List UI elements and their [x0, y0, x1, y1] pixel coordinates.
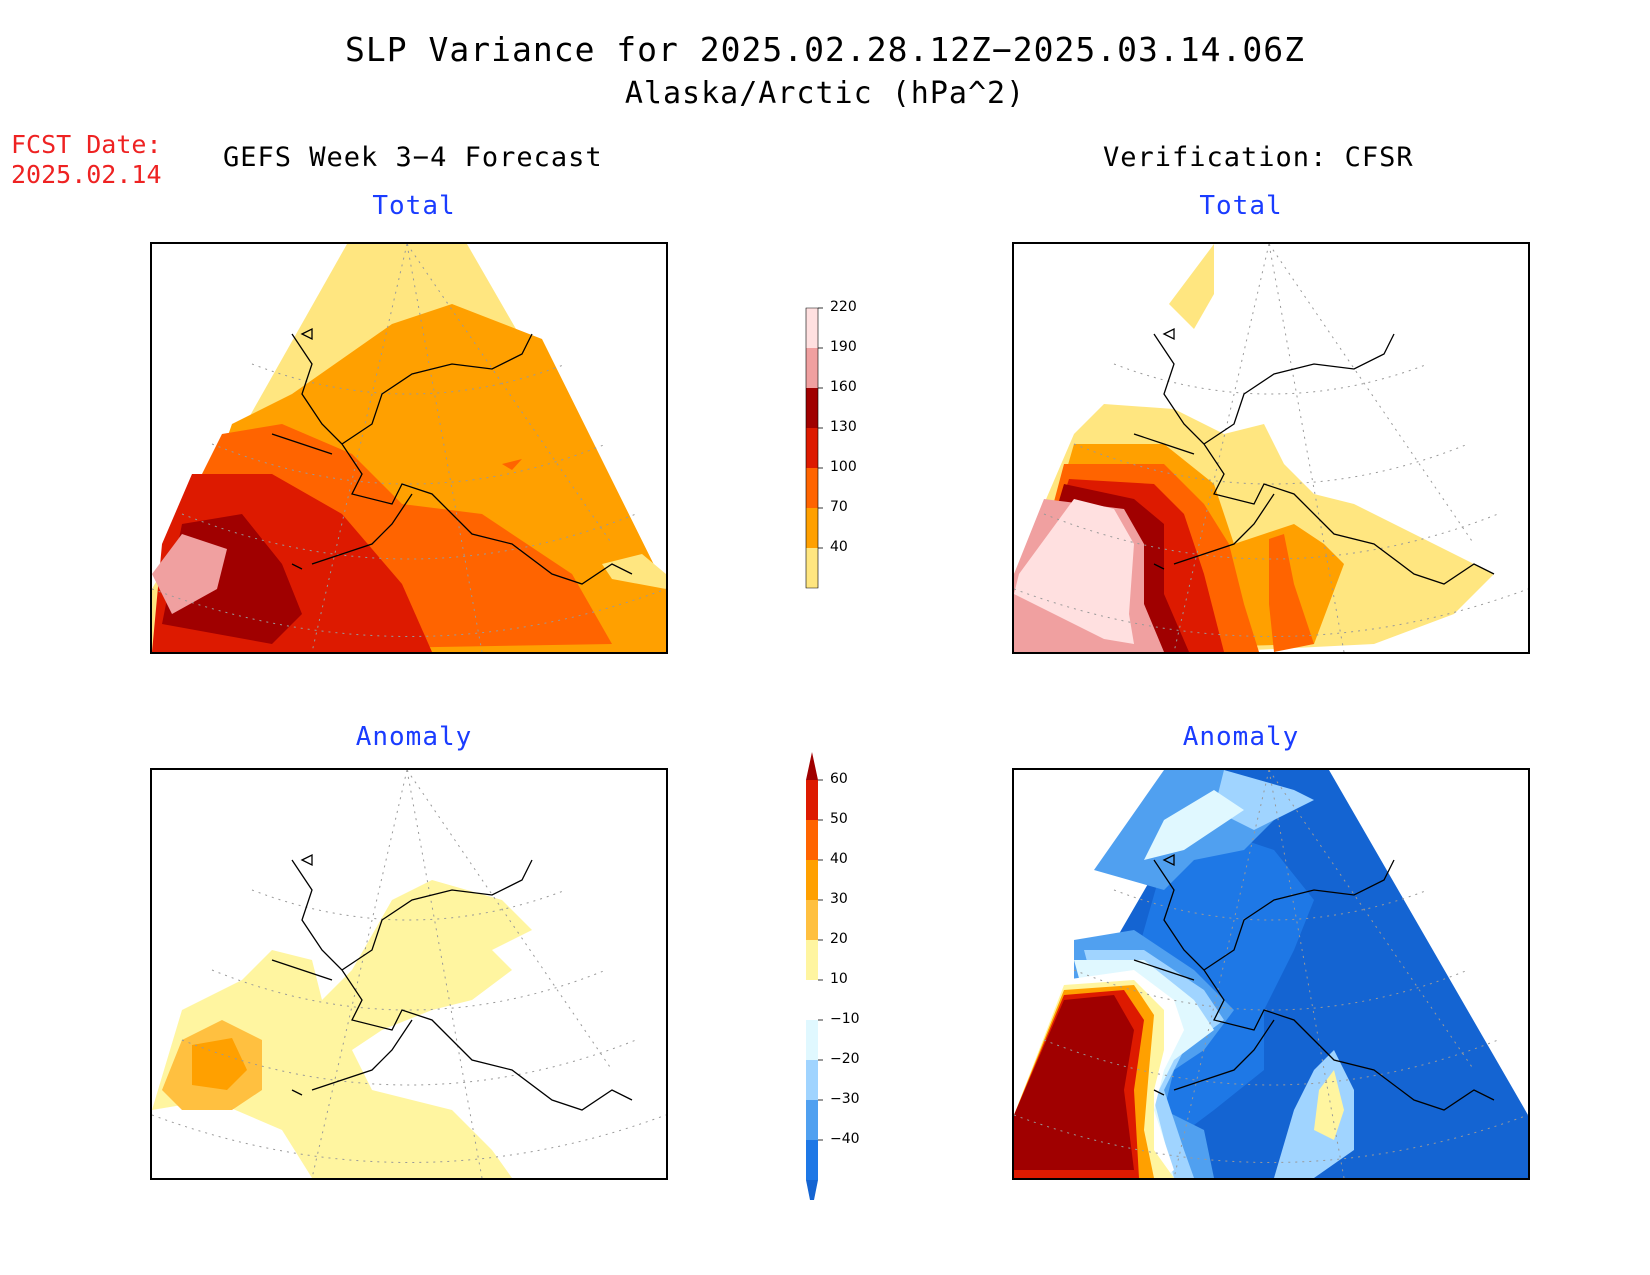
contour-fill-total-verification	[1014, 244, 1494, 652]
colorbar-anomaly-swatch	[806, 752, 818, 780]
colorbar-total: 40 70 100 130 160 190 220	[800, 280, 870, 610]
contour-fill-anomaly-verification	[1014, 770, 1528, 1178]
graticule	[1014, 244, 1528, 652]
coastline	[1133, 853, 1495, 1111]
colorbar-anomaly-tick-label: 30	[830, 891, 848, 907]
fcst-date-label: FCST Date:	[11, 130, 162, 159]
coastline	[271, 327, 633, 585]
colorbar-total-swatch	[806, 468, 818, 508]
colorbar-total-tick-label: 160	[830, 379, 857, 395]
verification-column-title: Verification: CFSR	[1103, 142, 1414, 173]
panel-label-total-verification: Total	[1199, 191, 1283, 221]
colorbar-total-outline	[805, 307, 819, 589]
map-verification-anomaly	[1012, 768, 1530, 1180]
map-forecast-total	[150, 242, 668, 654]
colorbar-anomaly: 60 50 40 30 20 10 −10 −20 −30 −40	[800, 750, 870, 1200]
colorbar-anomaly-swatch	[806, 1100, 818, 1140]
colorbar-anomaly-swatch	[806, 780, 818, 820]
colorbar-anomaly-swatch	[806, 1140, 818, 1180]
colorbar-total-swatch	[806, 308, 818, 348]
panel-label-anomaly-forecast: Anomaly	[355, 722, 473, 752]
colorbar-total-tick-label: 130	[830, 419, 857, 435]
colorbar-total-swatch	[806, 428, 818, 468]
coastline	[1133, 327, 1495, 585]
map-verification-total	[1012, 242, 1530, 654]
graticule	[1014, 770, 1528, 1178]
colorbar-anomaly-tick-label: −30	[830, 1091, 860, 1107]
colorbar-anomaly-tick-label: 10	[830, 971, 848, 987]
colorbar-anomaly-swatch	[806, 1020, 818, 1060]
colorbar-total-swatch	[806, 388, 818, 428]
graticule	[152, 244, 666, 652]
panel-label-total-forecast: Total	[372, 191, 456, 221]
colorbar-total-swatches	[805, 307, 823, 589]
contour-fill-total-forecast	[152, 244, 666, 652]
colorbar-total-tick-label: 190	[830, 339, 857, 355]
map-forecast-anomaly	[150, 768, 668, 1180]
colorbar-anomaly-tick-label: −10	[830, 1011, 860, 1027]
colorbar-total-swatch	[806, 548, 818, 588]
colorbar-total-swatch	[806, 348, 818, 388]
forecast-column-title: GEFS Week 3−4 Forecast	[223, 142, 603, 173]
graticule	[152, 770, 666, 1178]
contour-fill-anomaly-forecast	[152, 880, 532, 1178]
colorbar-anomaly-swatch	[806, 1060, 818, 1100]
colorbar-total-tick-label: 70	[830, 499, 848, 515]
colorbar-total-tick-label: 100	[830, 459, 857, 475]
colorbar-anomaly-tick-label: 50	[830, 811, 848, 827]
colorbar-anomaly-tick-label: 60	[830, 771, 848, 787]
coastline	[271, 853, 633, 1111]
colorbar-total-tick-label: 40	[830, 539, 848, 555]
colorbar-anomaly-tick-label: −20	[830, 1051, 860, 1067]
colorbar-anomaly-tick-label: 20	[830, 931, 848, 947]
panel-label-anomaly-verification: Anomaly	[1182, 722, 1300, 752]
colorbar-anomaly-swatch	[806, 980, 818, 1020]
colorbar-anomaly-tick-label: 40	[830, 851, 848, 867]
colorbar-anomaly-tick-label: −40	[830, 1131, 860, 1147]
colorbar-anomaly-swatch	[806, 1180, 818, 1200]
colorbar-anomaly-swatch	[806, 940, 818, 980]
colorbar-anomaly-swatch	[806, 900, 818, 940]
figure-title: SLP Variance for 2025.02.28.12Z−2025.03.…	[345, 30, 1305, 69]
colorbar-total-tick-label: 220	[830, 299, 857, 315]
colorbar-anomaly-swatches	[806, 752, 823, 1200]
figure-subtitle: Alaska/Arctic (hPa^2)	[624, 76, 1026, 111]
colorbar-anomaly-swatch	[806, 820, 818, 860]
colorbar-anomaly-swatch	[806, 860, 818, 900]
fcst-date-value: 2025.02.14	[11, 160, 162, 189]
colorbar-total-swatch	[806, 508, 818, 548]
